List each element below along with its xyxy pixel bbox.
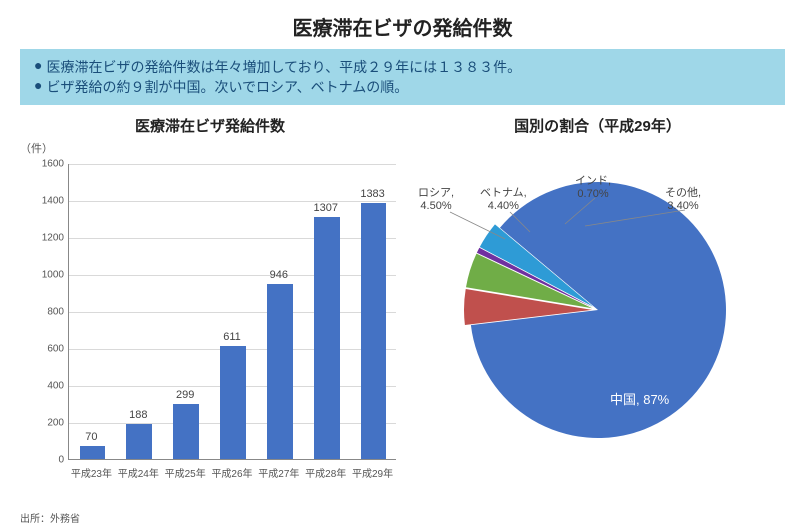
x-tick-label: 平成27年 — [258, 465, 299, 480]
y-tick-label: 1400 — [30, 196, 64, 207]
y-tick-label: 1200 — [30, 233, 64, 244]
y-tick-label: 600 — [30, 344, 64, 355]
bar — [220, 346, 246, 459]
y-tick-label: 0 — [30, 455, 64, 466]
bar-value-label: 1383 — [360, 188, 384, 200]
summary-text-1: 医療滞在ビザの発給件数は年々増加しており、平成２９年には１３８３件。 — [46, 57, 521, 77]
y-tick-label: 400 — [30, 381, 64, 392]
bar — [126, 424, 152, 459]
x-tick-label: 平成26年 — [211, 465, 252, 480]
grid-line — [69, 201, 396, 202]
pie-slice-label: ベトナム,4.40% — [480, 184, 527, 212]
bar — [314, 217, 340, 459]
grid-line — [69, 164, 396, 165]
y-tick-label: 1000 — [30, 270, 64, 281]
bar-value-label: 611 — [223, 331, 241, 343]
summary-text-2: ビザ発給の約９割が中国。次いでロシア、ベトナムの順。 — [46, 77, 408, 97]
pie-slice-label-china: 中国, 87% — [610, 389, 669, 408]
source-text: 出所：外務省 — [20, 510, 805, 525]
x-tick-label: 平成23年 — [71, 465, 112, 480]
summary-box: ● 医療滞在ビザの発給件数は年々増加しており、平成２９年には１３８３件。 ● ビ… — [20, 49, 785, 105]
bar-chart-title: 医療滞在ビザ発給件数 — [20, 115, 400, 136]
summary-line-1: ● 医療滞在ビザの発給件数は年々増加しており、平成２９年には１３８３件。 — [34, 57, 771, 77]
bar-chart-panel: 医療滞在ビザ発給件数 （件） 0 200 400 600 800 1000 1200 1400… — [20, 115, 400, 504]
x-tick-label: 平成29年 — [352, 465, 393, 480]
y-tick-label: 1600 — [30, 159, 64, 170]
bar — [173, 404, 199, 459]
bullet-icon: ● — [34, 77, 42, 93]
pie-slice-label: その他,3.40% — [665, 184, 701, 212]
x-tick-label: 平成24年 — [118, 465, 159, 480]
bar-value-label: 188 — [129, 409, 147, 421]
pie-slice-label: インド,0.70% — [575, 172, 611, 200]
y-tick-label: 200 — [30, 418, 64, 429]
page-title: 医療滞在ビザの発給件数 — [0, 0, 805, 49]
bar-value-label: 1307 — [313, 202, 337, 214]
grid-line — [69, 238, 396, 239]
bar-chart-unit: （件） — [20, 140, 400, 156]
grid-line — [69, 275, 396, 276]
x-tick-label: 平成25年 — [165, 465, 206, 480]
bar-chart: 0 200 400 600 800 1000 1200 1400 1600 70 平成23年 188 平… — [30, 156, 400, 486]
bar — [80, 446, 106, 459]
x-tick-label: 平成28年 — [305, 465, 346, 480]
pie-chart-title: 国別の割合（平成29年） — [410, 115, 785, 136]
bar-value-label: 70 — [85, 431, 97, 443]
bar — [267, 284, 293, 459]
plot-area — [68, 164, 396, 460]
summary-line-2: ● ビザ発給の約９割が中国。次いでロシア、ベトナムの順。 — [34, 77, 771, 97]
pie-chart: ロシア,4.50% ベトナム,4.40% インド,0.70% その他,3.40% 中国,… — [410, 154, 785, 504]
grid-line — [69, 312, 396, 313]
pie-chart-panel: 国別の割合（平成29年） ロシア,4.50% ベトナム,4.40% インド,0.70… — [410, 115, 785, 504]
bar-value-label: 946 — [270, 269, 288, 281]
bullet-icon: ● — [34, 57, 42, 73]
bar — [361, 203, 387, 459]
y-tick-label: 800 — [30, 307, 64, 318]
pie-slice-label: ロシア,4.50% — [418, 184, 454, 212]
bar-value-label: 299 — [176, 389, 194, 401]
